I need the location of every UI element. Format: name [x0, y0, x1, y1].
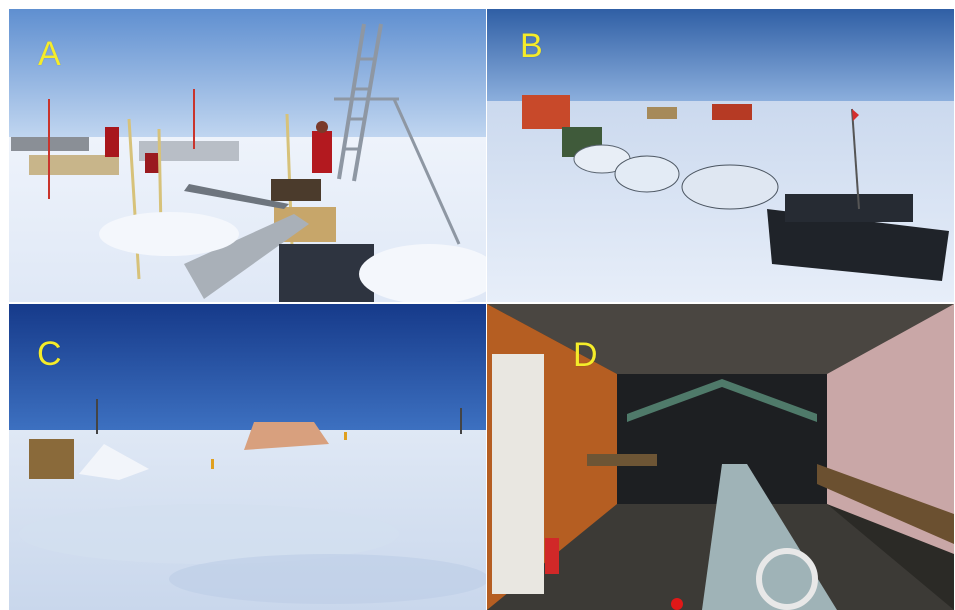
photo-lab-tent-interior	[487, 304, 954, 610]
photo-snow-field-buildings	[9, 304, 486, 610]
photo-panel-a: A	[9, 9, 486, 302]
photo-panel-d: D	[487, 304, 954, 610]
photo-panel-b: B	[487, 9, 954, 302]
panel-label-c: C	[37, 335, 62, 373]
photo-sled-traverse	[487, 9, 954, 302]
panel-label-d: D	[573, 336, 598, 374]
panel-label-b: B	[520, 27, 543, 65]
photo-panel-c: C	[9, 304, 486, 610]
photo-snow-trench-site	[9, 9, 486, 302]
panel-label-a: A	[38, 35, 61, 73]
